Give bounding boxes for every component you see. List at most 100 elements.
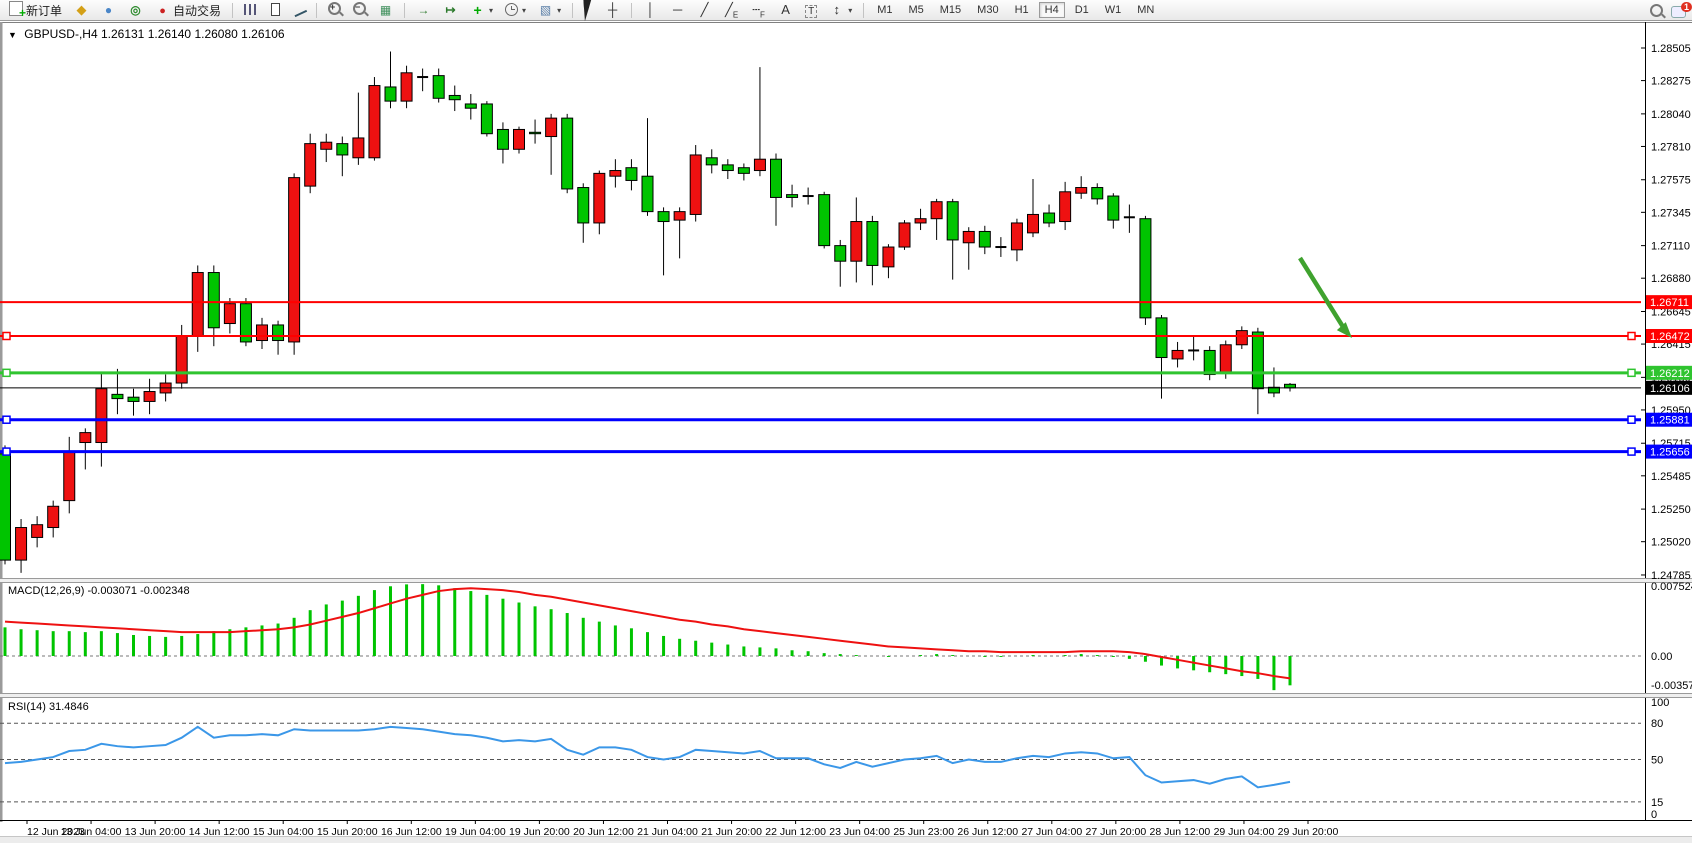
chart-shift-button[interactable]: ↦ — [438, 0, 463, 21]
rsi-panel: 100 80 50 150 — [0, 697, 1669, 821]
price-label-box: 1.26711 — [1646, 295, 1692, 310]
horizontal-line-tool-button[interactable]: ─ — [665, 0, 690, 21]
timeframe-button-m15[interactable]: M15 — [939, 4, 962, 16]
profiles-button[interactable]: ▾ — [500, 0, 531, 21]
horizontal-line-1.25656[interactable] — [0, 447, 1641, 456]
line-chart-button[interactable] — [287, 0, 310, 21]
template-icon: ▧ — [539, 3, 552, 17]
timeframe-button-d1[interactable]: D1 — [1074, 4, 1089, 16]
zoom-out-button[interactable]: − — [348, 0, 371, 21]
candlestick-chart-button[interactable] — [266, 0, 285, 21]
line-handle[interactable] — [2, 331, 11, 341]
timeframe-button-w1[interactable]: W1 — [1104, 4, 1122, 16]
toolbar-separator — [232, 2, 234, 18]
svg-text:1.25485: 1.25485 — [1651, 471, 1691, 483]
price-label-box: 1.26212 — [1646, 365, 1692, 380]
rsi-indicator-label: RSI(14) 31.4846 — [8, 701, 89, 713]
price-axis[interactable]: 1.28505 1.28275 1.28040 1.27810 1.27575 1.273… — [1641, 43, 1691, 582]
svg-text:1.25656: 1.25656 — [1650, 447, 1690, 459]
new-chart-button[interactable]: + ▾ — [465, 0, 498, 21]
symbol-dropdown-icon[interactable]: ▼ — [8, 30, 17, 40]
horizontal-line-1.25881[interactable] — [0, 415, 1641, 424]
timeframe-button-h4[interactable]: H4 — [1038, 2, 1065, 18]
vertical-line-tool-button[interactable]: │ — [638, 0, 663, 21]
text-a-icon: A — [781, 2, 790, 17]
ohlc-low: 1.26080 — [194, 27, 238, 41]
autotrading-button[interactable]: ● 自动交易 — [150, 0, 226, 21]
svg-text:15: 15 — [1651, 797, 1663, 809]
line-handle[interactable] — [1627, 331, 1636, 341]
fibonacci-tool-button[interactable]: ┄F — [746, 0, 771, 21]
svg-text:1.26880: 1.26880 — [1651, 273, 1691, 285]
chart-window[interactable]: ▼ GBPUSD-,H4 1.26131 1.26140 1.26080 1.2… — [0, 22, 1692, 843]
line-handle[interactable] — [1627, 415, 1636, 424]
sell-arrow-annotation[interactable] — [1298, 256, 1352, 338]
svg-text:29 Jun 04:00: 29 Jun 04:00 — [1214, 826, 1275, 838]
toolbar-button-label: 新订单 — [26, 3, 63, 18]
svg-text:1.25250: 1.25250 — [1651, 504, 1691, 516]
candlestick-icon — [271, 0, 281, 19]
tile-windows-button[interactable]: ▦ — [373, 0, 398, 21]
svg-text:14 Jun 12:00: 14 Jun 12:00 — [189, 826, 250, 838]
arrows-tool-button[interactable]: ↕ ▾ — [824, 0, 857, 21]
crosshair-tool-button[interactable]: ┼ — [600, 0, 625, 21]
svg-text:1.28040: 1.28040 — [1651, 109, 1691, 121]
ohlc-close: 1.26106 — [241, 27, 285, 41]
cursor-tool-button[interactable] — [579, 0, 598, 22]
search-icon[interactable] — [1650, 4, 1663, 17]
svg-text:16 Jun 12:00: 16 Jun 12:00 — [381, 826, 442, 838]
auto-scroll-button[interactable]: → — [411, 0, 436, 21]
market-button[interactable]: ◆ — [69, 0, 94, 21]
svg-text:50: 50 — [1651, 755, 1663, 767]
timeframe-button-m5[interactable]: M5 — [908, 4, 924, 16]
community-button[interactable]: ● — [96, 0, 121, 21]
svg-text:1.24785: 1.24785 — [1651, 570, 1691, 582]
scrollbar-strip[interactable] — [0, 836, 1692, 843]
toolbar-button-label: 自动交易 — [173, 3, 222, 18]
bar-chart-button[interactable] — [239, 0, 264, 21]
svg-text:-0.003575: -0.003575 — [1651, 680, 1692, 692]
svg-text:1.27810: 1.27810 — [1651, 141, 1691, 153]
line-handle[interactable] — [2, 447, 11, 456]
line-handle[interactable] — [1627, 447, 1636, 456]
svg-text:29 Jun 20:00: 29 Jun 20:00 — [1278, 826, 1339, 838]
toolbar-separator — [631, 2, 633, 18]
gold-cube-icon: ◆ — [76, 2, 87, 17]
svg-text:1.26645: 1.26645 — [1651, 306, 1691, 318]
chevron-down-icon: ▾ — [848, 5, 853, 15]
zoom-in-button[interactable]: + — [323, 0, 346, 21]
svg-text:1.26472: 1.26472 — [1650, 331, 1690, 343]
macd-indicator-label: MACD(12,26,9) -0.003071 -0.002348 — [8, 585, 190, 597]
line-handle[interactable] — [2, 368, 11, 378]
chart-template-button[interactable]: ▧ ▾ — [533, 0, 566, 21]
channel-tool-button[interactable]: ╱E — [719, 0, 744, 21]
svg-text:1.25020: 1.25020 — [1651, 537, 1691, 549]
notifications-icon[interactable]: 1 — [1671, 1, 1692, 18]
svg-text:1.25881: 1.25881 — [1650, 415, 1690, 427]
timeframe-button-m1[interactable]: M1 — [877, 4, 893, 16]
chart-shift-icon: ↦ — [445, 3, 456, 17]
svg-text:0.00: 0.00 — [1651, 651, 1672, 663]
svg-text:1.26212: 1.26212 — [1650, 368, 1690, 380]
timeframe-button-mn[interactable]: MN — [1137, 4, 1155, 16]
clock-icon — [505, 2, 519, 19]
horizontal-line-1.26212[interactable] — [0, 368, 1641, 378]
signals-button[interactable]: ◎ — [123, 0, 148, 21]
channel-icon: ╱E — [724, 2, 739, 20]
label-tool-button[interactable]: T — [800, 0, 822, 21]
timeframe-button-h1[interactable]: H1 — [1014, 4, 1029, 16]
trendline-tool-button[interactable]: ╱ — [692, 0, 717, 21]
svg-text:0: 0 — [1651, 809, 1657, 821]
timeframe-button-m30[interactable]: M30 — [977, 4, 999, 16]
line-handle[interactable] — [2, 415, 11, 424]
svg-text:15 Jun 04:00: 15 Jun 04:00 — [253, 826, 314, 838]
line-handle[interactable] — [1627, 368, 1636, 378]
chart-canvas[interactable]: 1.28505 1.28275 1.28040 1.27810 1.27575 1.273… — [0, 22, 1692, 843]
text-tool-button[interactable]: A — [773, 0, 798, 21]
price-label-box: 1.26472 — [1646, 328, 1692, 343]
horizontal-line-1.26472[interactable] — [0, 331, 1641, 341]
new-order-button[interactable]: 新订单 — [4, 0, 67, 21]
arrows-icon: ↕ — [833, 2, 840, 17]
